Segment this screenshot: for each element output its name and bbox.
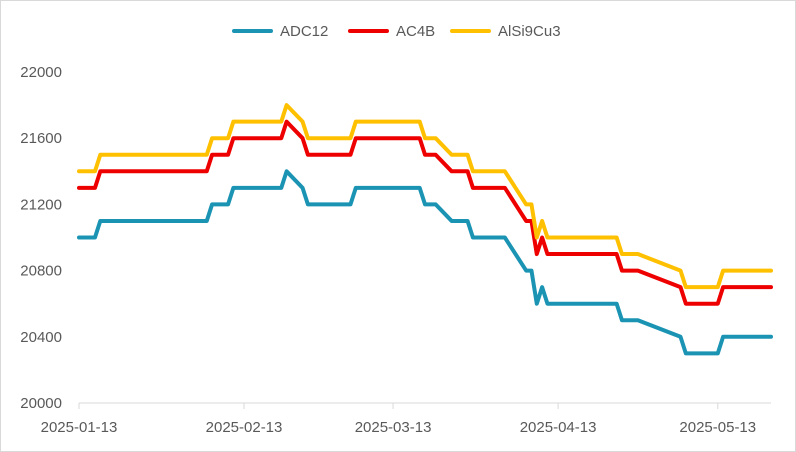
series-line-ac4b	[77, 119, 773, 306]
x-tick-label: 2025-04-13	[520, 419, 597, 436]
x-tick-label: 2025-05-13	[679, 419, 756, 436]
series-line-alsi9cu3	[77, 103, 773, 290]
y-tick-label: 22000	[20, 64, 62, 81]
legend-label: ADC12	[280, 23, 328, 40]
y-tick-label: 20800	[20, 263, 62, 280]
y-tick-label: 20400	[20, 329, 62, 346]
x-tick-label: 2025-02-13	[206, 419, 283, 436]
y-axis: 20000 20400 20800 21200 21600 22000	[20, 64, 62, 412]
legend-label: AlSi9Cu3	[498, 23, 561, 40]
series-line-adc12	[77, 169, 773, 356]
x-tick-label: 2025-01-13	[41, 419, 118, 436]
y-tick-label: 20000	[20, 395, 62, 412]
legend-label: AC4B	[396, 23, 435, 40]
legend: ADC12 AC4B AlSi9Cu3	[232, 23, 561, 40]
y-tick-label: 21600	[20, 130, 62, 147]
y-tick-label: 21200	[20, 196, 62, 213]
x-axis: 2025-01-13 2025-02-13 2025-03-13 2025-04-13…	[41, 402, 771, 436]
plot-lines	[77, 103, 773, 356]
x-tick-label: 2025-03-13	[355, 419, 432, 436]
